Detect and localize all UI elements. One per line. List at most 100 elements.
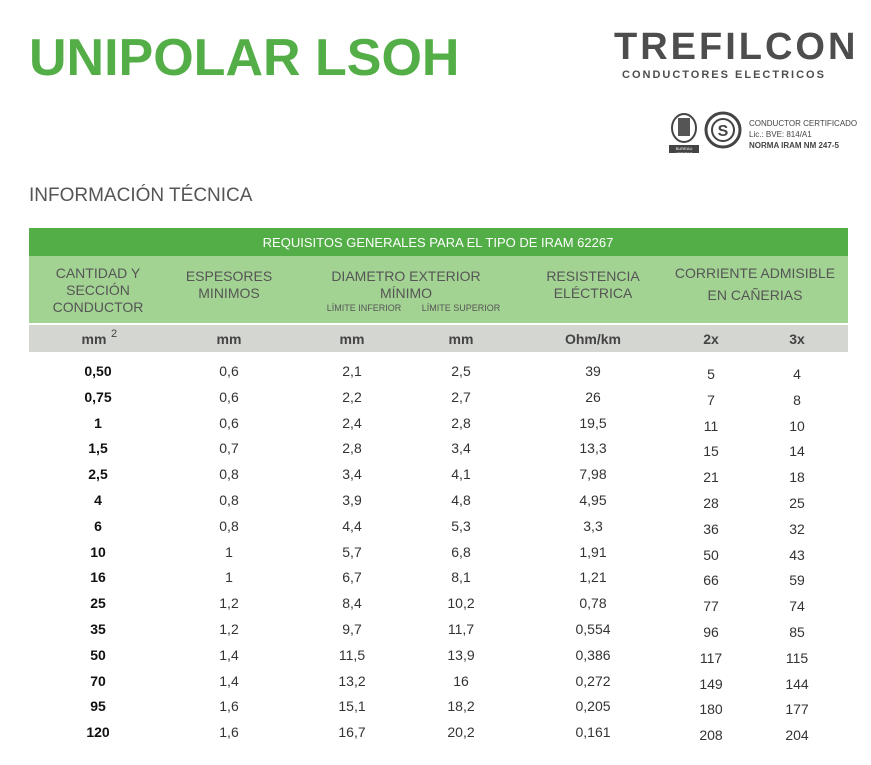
badge-label: BUREAU VERITAS [675, 146, 693, 156]
cell: 13,3 [579, 440, 607, 457]
cell: 14 [789, 443, 805, 460]
title: UNIPOLAR LSOH [29, 29, 460, 87]
cell: 4,1 [451, 466, 471, 483]
cell: 204 [785, 727, 809, 744]
header-line: MÍNIMO [379, 285, 433, 301]
cell: 0,6 [219, 363, 239, 379]
logo-tagline: CONDUCTORES ELECTRICOS [622, 69, 826, 81]
unit: 3x [789, 331, 805, 347]
cell: 1,4 [219, 672, 239, 689]
cell: 0,75 [84, 388, 112, 405]
cell: 0,8 [219, 517, 239, 534]
cell: 28 [703, 495, 719, 511]
cell: 10,2 [447, 595, 475, 612]
cell: 11 [703, 417, 719, 434]
svg-text:S: S [718, 123, 729, 140]
unit: Ohm/km [564, 331, 622, 347]
cell: 11,7 [447, 621, 475, 637]
cell: 0,8 [219, 466, 239, 483]
cell: 2,1 [342, 363, 362, 379]
cell: 4 [793, 366, 801, 382]
cell: 74 [789, 598, 805, 615]
logo-brand: TREFILCON [614, 26, 859, 68]
cell: 19,5 [579, 414, 607, 431]
cell: 85 [789, 624, 805, 640]
cell: 6,7 [342, 569, 362, 586]
header-line: ESPESORES [185, 268, 273, 284]
cell: 16 [90, 569, 106, 586]
cell: 2,7 [451, 388, 471, 405]
cell: 7,98 [579, 466, 607, 483]
cell: 4 [94, 492, 102, 508]
cell: 8,4 [342, 595, 362, 612]
cell: 21 [703, 469, 719, 486]
cell: 180 [699, 701, 723, 718]
cell: 16,7 [338, 724, 366, 741]
cell: 149 [699, 675, 723, 692]
cell: 1,6 [219, 698, 239, 715]
header-line: SECCIÓN [66, 282, 130, 298]
cell: 8,1 [451, 569, 471, 586]
cell: 115 [785, 649, 809, 666]
cell: 16 [453, 672, 469, 689]
cell: 26 [585, 388, 601, 405]
cell: 50 [703, 546, 719, 563]
cell: 117 [699, 649, 723, 666]
cell: 43 [789, 546, 805, 563]
header-line: CORRIENTE ADMISIBLE [674, 265, 836, 281]
cell: 77 [703, 598, 719, 615]
cell: 0,6 [219, 388, 239, 405]
cell: 5,7 [342, 543, 362, 560]
unit: mm [81, 331, 107, 347]
table-caption: REQUISITOS GENERALES PARA EL TIPO DE IRA… [262, 235, 614, 250]
cell: 0,272 [575, 672, 611, 689]
cell: 6,8 [451, 543, 471, 560]
cell: 5,3 [451, 517, 471, 534]
cell: 3,4 [342, 466, 362, 483]
cell: 10 [789, 417, 805, 434]
header-line: EN CAÑERIAS [707, 287, 803, 303]
cell: 0,50 [84, 363, 112, 379]
cert-icons: S [669, 111, 742, 153]
cell: 59 [789, 572, 805, 589]
cell: 96 [703, 624, 719, 640]
cell: 36 [703, 520, 719, 537]
cell: 2,5 [451, 363, 471, 379]
cell: 25 [90, 595, 106, 612]
cell: 6 [94, 517, 102, 534]
header-sub: LÍMITE SUPERIOR [421, 303, 501, 313]
cell: 66 [703, 572, 719, 589]
cell: 7 [707, 391, 715, 408]
cell: 177 [785, 701, 809, 718]
unit: mm [339, 331, 365, 347]
cell: 2,5 [88, 466, 108, 483]
cell: 39 [585, 363, 601, 379]
header-sub: LÍMITE INFERIOR [326, 303, 402, 313]
cell: 208 [699, 727, 723, 744]
cell: 95 [90, 698, 106, 715]
cell: 1,21 [579, 569, 607, 586]
cert-line: NORMA IRAM NM 247-5 [749, 141, 839, 150]
cell: 18 [789, 469, 805, 486]
cell: 1,2 [219, 595, 239, 612]
unit: 2x [703, 331, 719, 347]
cell: 1 [225, 569, 233, 586]
caption-bar [29, 228, 848, 256]
cell: 0,554 [575, 621, 611, 637]
cell: 1,5 [88, 440, 108, 457]
cell: 0,386 [575, 646, 611, 663]
unit: mm [448, 331, 474, 347]
cell: 50 [90, 646, 106, 663]
header-line: RESISTENCIA [546, 268, 640, 284]
header-line: ELÉCTRICA [553, 285, 633, 301]
cell: 0,7 [219, 440, 239, 457]
cell: 10 [90, 543, 106, 560]
header-line: MINIMOS [198, 285, 260, 301]
cell: 11,5 [338, 646, 366, 663]
cell: 4,4 [342, 517, 362, 534]
cell: 4,8 [451, 492, 471, 508]
cell: 13,9 [447, 646, 475, 663]
cell: 0,205 [575, 698, 611, 715]
cell: 32 [789, 520, 805, 537]
